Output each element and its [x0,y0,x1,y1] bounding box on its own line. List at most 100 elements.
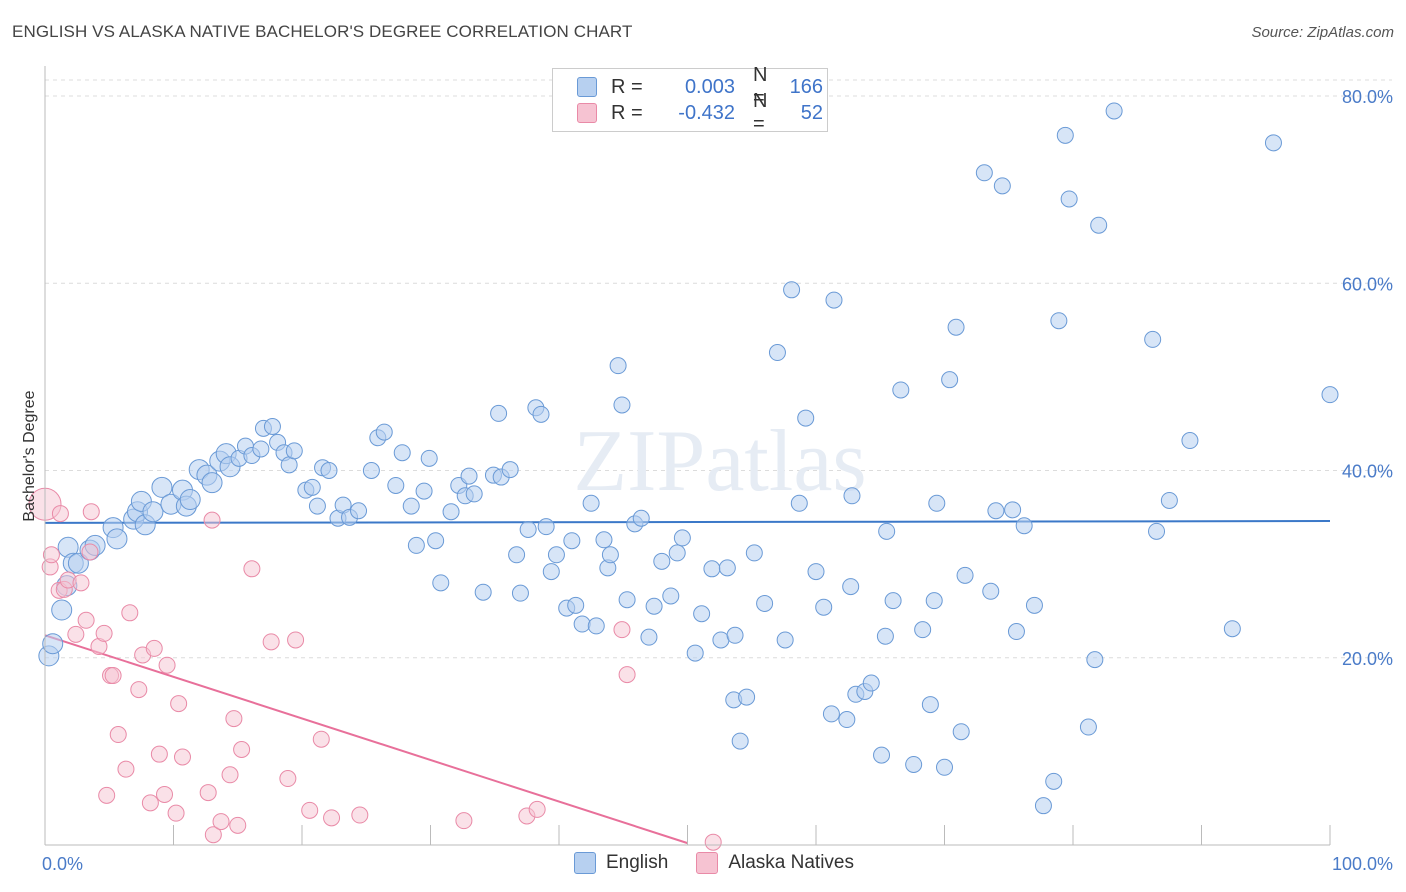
english-point [673,529,691,547]
english-point [925,592,943,610]
english-point [601,546,619,564]
alaska-native-point [67,625,85,643]
english-point [975,164,993,182]
english-point [460,467,478,485]
english-point [952,723,970,741]
source-credit: Source: ZipAtlas.com [1251,24,1394,41]
alaska-native-point [104,667,122,685]
english-point [1223,620,1241,638]
legend-row-english: R = 0.003 N = 166 [577,64,823,109]
english-point [1105,102,1123,120]
axes [44,66,1331,846]
alaska-native-point [233,741,251,759]
english-point [1144,330,1162,348]
alaska-natives-trend-line [44,634,688,845]
english-point [1079,718,1097,736]
english-point [402,497,420,515]
english-point [415,482,433,500]
alaska-native-point [199,784,217,802]
alaska-native-point [212,813,230,831]
english-point [151,476,173,498]
english-point [914,621,932,639]
english-point [1086,651,1104,669]
english-point [618,591,636,609]
english-point [842,578,860,596]
english-point [822,705,840,723]
alaska-native-point [279,770,297,788]
english-point [838,711,856,729]
alaska-native-point [312,730,330,748]
alaska-native-point [704,833,722,851]
english-point [563,532,581,550]
english-point [993,177,1011,195]
english-point [941,371,959,389]
english-point [106,528,128,550]
alaska-native-point [167,804,185,822]
legend-item-alaska-natives[interactable]: Alaska Natives [696,852,854,874]
english-swatch [577,77,597,97]
y-tick-label: 20.0% [1342,649,1393,669]
english-point [884,592,902,610]
legend-label-english: English [606,852,669,873]
english-point [987,502,1005,520]
alaska-native-point [82,503,100,521]
english-point [420,449,438,467]
legend-item-english[interactable]: English [574,852,668,874]
english-point [51,599,73,621]
alaska-native-point [156,785,174,803]
english-point [263,417,281,435]
english-point [432,574,450,592]
english-point [519,520,537,538]
english-point [862,674,880,692]
english-point [387,476,405,494]
alaska-native-point [528,800,546,818]
alaska-native-point [243,560,261,578]
english-point [567,596,585,614]
english-point [878,522,896,540]
alaska-native-point [158,656,176,674]
alaska-natives-swatch [696,852,719,874]
english-point [703,560,721,578]
english-point [790,494,808,512]
alaska-native-point [150,745,168,763]
english-point [1007,623,1025,641]
english-point [537,518,555,536]
alaska-native-point [81,543,99,561]
alaska-native-point [221,766,239,784]
alaska-native-point [77,611,95,629]
alaska-native-point [351,806,369,824]
n-label: N = [753,90,768,135]
english-point [201,472,223,494]
r-value: -0.432 [678,101,735,124]
english-point [252,440,270,458]
alaska-native-point [121,604,139,622]
english-point [653,552,671,570]
trend-lines [44,520,1331,845]
english-point [768,344,786,362]
alaska-native-point [170,695,188,713]
english-points [38,102,1339,815]
alaska-native-point [301,801,319,819]
english-swatch [574,852,596,874]
english-point [718,559,736,577]
alaska-native-point [262,633,280,651]
english-point [936,758,953,776]
english-point [738,688,756,706]
english-point [320,462,338,479]
alaska-native-point [145,639,163,657]
english-point [285,442,303,460]
english-point [693,605,711,623]
correlation-legend: R = 0.003 N = 166 R = -0.432 N = 52 [552,64,828,135]
english-point [582,494,600,512]
alaska-native-point [141,794,159,812]
english-point [756,594,774,612]
x-tick-label: 100.0% [1332,854,1393,874]
english-point [303,478,321,496]
english-point [892,381,910,399]
alaska-native-point [130,681,148,699]
english-point [508,546,526,564]
english-point [843,487,861,505]
english-point [511,584,529,602]
english-point [362,462,380,479]
y-axis-label: Bachelor's Degree [21,390,38,521]
